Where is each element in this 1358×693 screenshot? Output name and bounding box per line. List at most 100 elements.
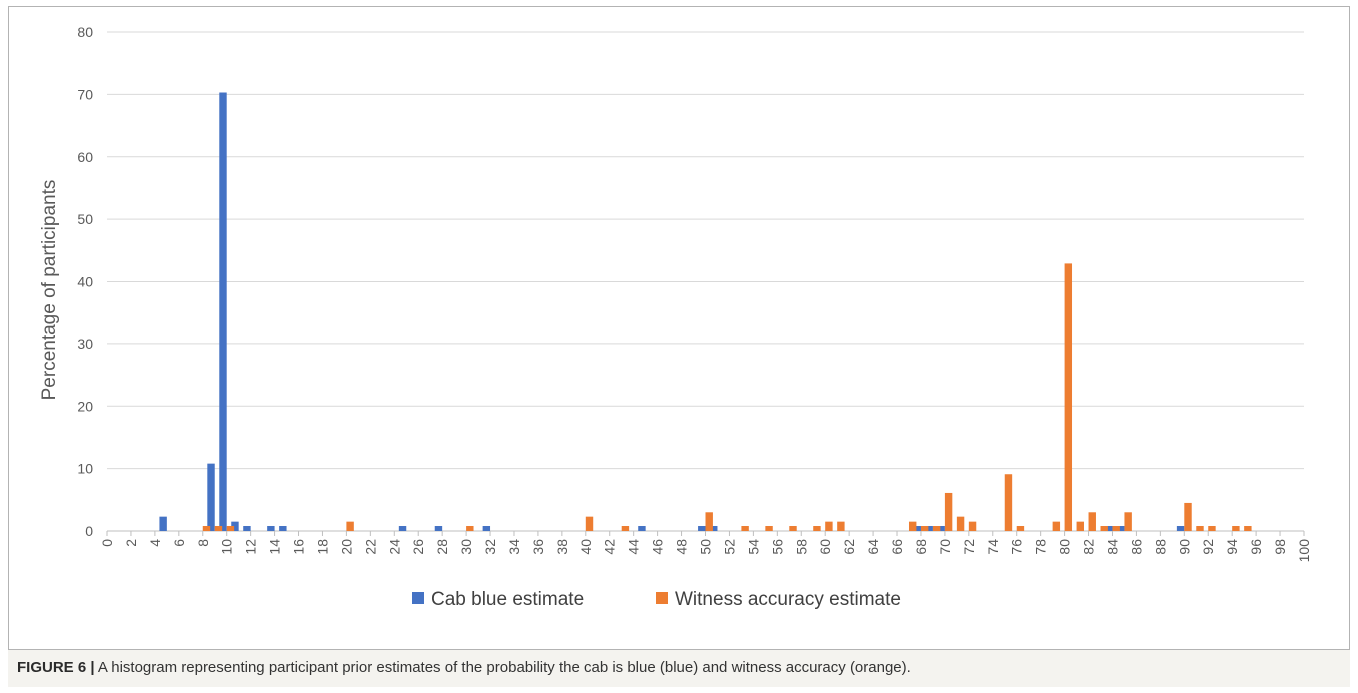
bar-witness-accuracy-30: [466, 526, 474, 531]
x-tick-label-2: 2: [123, 539, 139, 547]
bar-cab-blue-25: [398, 526, 407, 531]
x-tick-label-94: 94: [1224, 539, 1240, 555]
bar-witness-accuracy-80: [1064, 263, 1073, 531]
bar-cab-blue-70: [937, 526, 945, 531]
x-tick-label-88: 88: [1152, 539, 1168, 555]
bar-witness-accuracy-61: [837, 521, 845, 531]
chart-panel: 0 10 20 30 40 50 60 70 80 0 2 4 6 8 10 12 14 16 18 20 22 24 2…: [8, 6, 1350, 650]
bar-cab-blue-9: [207, 463, 215, 531]
x-tick-label-16: 16: [291, 539, 307, 555]
figure-caption: FIGURE 6 | A histogram representing part…: [8, 650, 1350, 687]
bar-witness-accuracy-94: [1232, 526, 1240, 531]
bar-witness-accuracy-71: [956, 516, 965, 531]
y-tick-label-20: 20: [77, 398, 93, 414]
bar-cab-blue-68: [913, 526, 921, 531]
x-tick-label-52: 52: [721, 539, 737, 555]
legend-label-witness-accuracy: Witness accuracy estimate: [675, 589, 901, 610]
bar-cab-blue-32: [482, 526, 491, 531]
bar-cab-blue-28: [434, 526, 443, 531]
bar-witness-accuracy-55: [765, 526, 773, 531]
bar-witness-accuracy-85: [1124, 512, 1132, 531]
x-tick-label-36: 36: [530, 539, 546, 555]
legend: Cab blue estimate Witness accuracy estim…: [412, 589, 901, 610]
bar-cab-blue-11: [231, 521, 239, 531]
x-tick-label-54: 54: [745, 539, 761, 555]
x-tick-label-12: 12: [243, 539, 259, 555]
x-tick-label-72: 72: [961, 539, 977, 555]
caption-text: A histogram representing participant pri…: [97, 659, 911, 676]
bar-witness-accuracy-43: [621, 526, 630, 531]
bar-witness-accuracy-67: [908, 521, 917, 531]
bar-witness-accuracy-68: [920, 526, 929, 531]
x-tick-label-38: 38: [554, 539, 570, 555]
x-tick-label-28: 28: [434, 539, 450, 555]
bar-witness-accuracy-60: [825, 521, 833, 531]
x-tick-label-86: 86: [1128, 539, 1144, 555]
x-tick-label-46: 46: [650, 539, 666, 555]
bar-witness-accuracy-20: [346, 521, 354, 531]
x-tick-label-90: 90: [1176, 539, 1192, 555]
bars: [159, 92, 1252, 531]
x-tick-label-42: 42: [602, 539, 618, 555]
x-tick-label-50: 50: [698, 539, 714, 555]
bar-witness-accuracy-95: [1244, 526, 1252, 531]
x-tick-label-64: 64: [865, 539, 881, 555]
bar-witness-accuracy-50: [705, 512, 713, 531]
x-tick-label-76: 76: [1009, 539, 1025, 555]
x-tick-label-4: 4: [147, 539, 163, 547]
bar-cab-blue-84: [1105, 526, 1113, 531]
bar-witness-accuracy-76: [1016, 526, 1025, 531]
x-axis-ticks: 0 2 4 6 8 10 12 14 16 18 20 22 24 26 28 30 32 34 36 38 40 42 4…: [99, 531, 1312, 562]
x-tick-label-8: 8: [195, 539, 211, 547]
y-tick-label-50: 50: [77, 211, 93, 227]
bar-witness-accuracy-57: [789, 526, 797, 531]
bar-cab-blue-69: [925, 526, 933, 531]
bar-witness-accuracy-72: [968, 521, 977, 531]
x-tick-label-32: 32: [482, 539, 498, 555]
x-tick-label-62: 62: [841, 539, 857, 555]
x-tick-label-96: 96: [1248, 539, 1264, 555]
caption-label: FIGURE 6 |: [17, 659, 95, 676]
bar-cab-blue-12: [243, 526, 251, 531]
bar-cab-blue-5: [159, 516, 167, 531]
y-tick-label-0: 0: [85, 523, 93, 539]
bar-cab-blue-45: [638, 526, 646, 531]
x-tick-label-100: 100: [1296, 539, 1312, 563]
x-tick-label-34: 34: [506, 539, 522, 555]
x-tick-label-82: 82: [1081, 539, 1097, 555]
bar-witness-accuracy-79: [1052, 521, 1061, 531]
bar-witness-accuracy-84: [1112, 526, 1120, 531]
x-tick-label-66: 66: [889, 539, 905, 555]
bar-witness-accuracy-40: [585, 516, 594, 531]
y-axis-ticks: 0 10 20 30 40 50 60 70 80: [77, 24, 93, 539]
x-tick-label-30: 30: [458, 539, 474, 555]
legend-swatch-cab-blue: [412, 592, 424, 604]
x-tick-label-48: 48: [674, 539, 690, 555]
x-tick-label-6: 6: [171, 539, 187, 547]
bar-cab-blue-14: [267, 526, 275, 531]
bar-witness-accuracy-59: [813, 526, 821, 531]
x-tick-label-20: 20: [338, 539, 354, 555]
y-axis-label: Percentage of participants: [39, 180, 60, 401]
y-tick-label-60: 60: [77, 149, 93, 165]
bar-witness-accuracy-90: [1184, 502, 1192, 531]
x-tick-label-18: 18: [314, 539, 330, 555]
bar-cab-blue-90: [1176, 526, 1185, 531]
bar-cab-blue-85: [1117, 526, 1125, 531]
bar-witness-accuracy-53: [741, 526, 749, 531]
y-tick-label-30: 30: [77, 336, 93, 352]
bar-witness-accuracy-75: [1004, 474, 1013, 531]
bar-witness-accuracy-10: [226, 526, 235, 531]
x-tick-label-22: 22: [362, 539, 378, 555]
bar-witness-accuracy-82: [1088, 512, 1096, 531]
bar-witness-accuracy-92: [1208, 526, 1216, 531]
x-tick-label-14: 14: [267, 539, 283, 555]
bar-cab-blue-50: [698, 526, 706, 531]
legend-label-cab-blue: Cab blue estimate: [431, 589, 584, 610]
x-tick-label-24: 24: [386, 539, 402, 555]
x-tick-label-98: 98: [1272, 539, 1288, 555]
bar-cab-blue-10: [219, 92, 227, 531]
x-tick-label-58: 58: [793, 539, 809, 555]
bar-witness-accuracy-70: [944, 492, 953, 531]
